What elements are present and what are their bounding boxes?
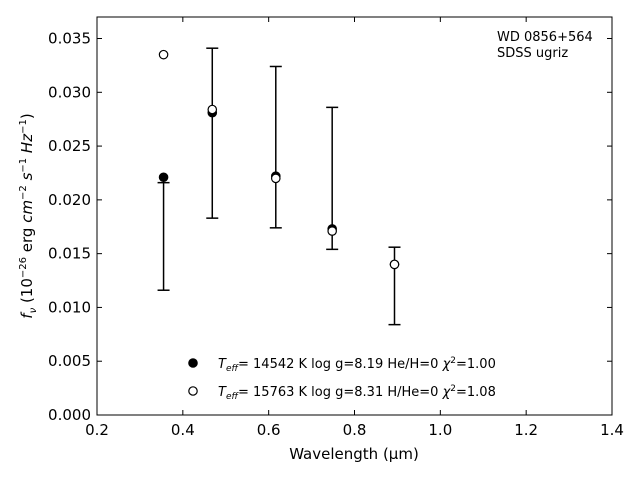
annotation-survey-name: SDSS ugriz (497, 46, 568, 61)
y-tick-label: 0.005 (48, 352, 91, 370)
legend-marker-open (188, 386, 198, 396)
model-point-open (270, 173, 281, 184)
legend-label: Teff= 15763 K log g=8.31 H/He=0 χ2=1.08 (218, 384, 496, 402)
y-tick-label: 0.025 (48, 137, 91, 155)
y-tick-label: 0.010 (48, 298, 91, 316)
annotation: WD 0856+564 SDSS ugriz (497, 30, 593, 61)
x-axis-label: Wavelength (μm) (289, 445, 419, 463)
legend-label: Teff= 14542 K log g=8.19 He/H=0 χ2=1.00 (218, 356, 496, 374)
data-points (158, 49, 400, 270)
x-tick-label: 0.2 (85, 421, 109, 439)
model-point-open (207, 104, 218, 115)
x-tick-label: 1.4 (600, 421, 624, 439)
model-point-filled (158, 172, 169, 183)
model-point-open (327, 226, 337, 236)
y-tick-label: 0.030 (48, 83, 91, 101)
y-tick-label: 0.000 (48, 406, 91, 424)
y-tick-label: 0.035 (48, 30, 91, 48)
x-tick-label: 0.8 (343, 421, 367, 439)
legend-marker-filled (188, 358, 198, 368)
legend: Teff= 14542 K log g=8.19 He/H=0 χ2=1.00 T… (188, 356, 496, 402)
plot-area: 0.2 0.4 0.6 0.8 1.0 1.2 1.4 0.0000.0050.0100.0… (48, 16, 624, 439)
y-axis-ticks: 0.000 0.005 0.010 0.015 0.020 0.025 0.030 0.035 (48, 30, 612, 424)
x-tick-label: 1.2 (514, 421, 538, 439)
annotation-object-name: WD 0856+564 (497, 30, 593, 45)
model-point-open (389, 259, 400, 270)
y-tick-label: 0.020 (48, 191, 91, 209)
y-tick-label: 0.015 (48, 245, 91, 263)
y-axis-label: fν (10−26 erg cm−2 s−1 Hz−1) (18, 113, 39, 318)
x-axis-ticks: 0.2 0.4 0.6 0.8 1.0 1.2 1.4 (85, 17, 624, 439)
x-tick-label: 0.6 (257, 421, 281, 439)
x-tick-label: 0.4 (171, 421, 195, 439)
x-tick-label: 1.0 (428, 421, 452, 439)
model-point-open (158, 49, 169, 60)
